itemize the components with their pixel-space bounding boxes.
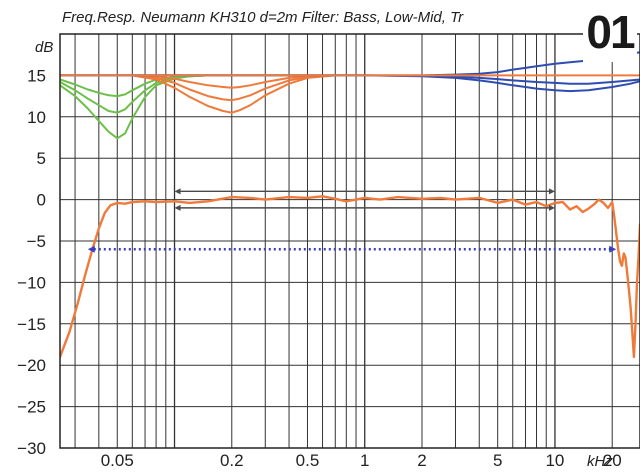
y-tick-label: −20: [17, 356, 46, 375]
y-tick-label: −15: [17, 315, 46, 334]
y-tick-label: −25: [17, 398, 46, 417]
series-line-lowmid: [131, 74, 337, 102]
annotations: [87, 188, 617, 253]
series-line-lowmid: [131, 74, 337, 114]
x-axis-unit: kHz: [587, 453, 613, 470]
y-tick-label: −30: [17, 439, 46, 458]
arrow-head-right: [609, 245, 617, 253]
x-tick-label: 20: [603, 451, 622, 470]
arrow-head-right: [548, 204, 555, 211]
series-line-response: [60, 195, 640, 359]
x-tick-labels: 0.05 0.2 0.5 1 2 5 10 20: [101, 451, 622, 470]
plot-area: [60, 51, 640, 359]
y-tick-label: −5: [27, 232, 46, 251]
y-tick-label: 10: [27, 108, 46, 127]
x-tick-label: 2: [417, 451, 426, 470]
y-tick-label: 15: [27, 66, 46, 85]
x-tick-label: 5: [493, 451, 502, 470]
series-line-treble: [60, 74, 640, 93]
arrow-head-left: [174, 188, 181, 195]
x-tick-label: 0.5: [296, 451, 320, 470]
y-axis-unit: dB: [35, 39, 53, 56]
page-badge: 01: [583, 2, 637, 62]
arrow-head-left: [174, 204, 181, 211]
series-line-lowmid: [131, 74, 337, 89]
x-tick-label: 0.2: [220, 451, 244, 470]
arrow-head-left: [87, 245, 95, 253]
arrow-head-right: [548, 188, 555, 195]
chart-title: Freq.Resp. Neumann KH310 d=2m Filter: Ba…: [62, 9, 464, 26]
grid-lines: [60, 34, 640, 449]
x-tick-label: 10: [545, 451, 564, 470]
x-tick-label: 0.05: [101, 451, 134, 470]
y-tick-label: −10: [17, 273, 46, 292]
y-tick-label: 5: [37, 149, 46, 168]
plot-frame: [59, 33, 640, 449]
y-tick-labels: 15 10 5 0 −5 −10 −15 −20 −25 −30: [17, 66, 46, 458]
y-tick-label: 0: [37, 191, 46, 210]
x-tick-label: 1: [360, 451, 369, 470]
